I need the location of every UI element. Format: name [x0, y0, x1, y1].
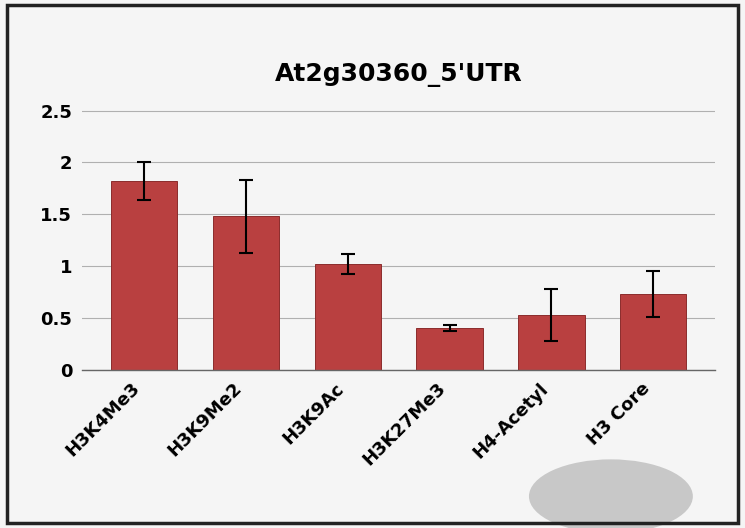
- Title: At2g30360_5'UTR: At2g30360_5'UTR: [275, 63, 522, 87]
- Bar: [519, 315, 585, 370]
- Bar: [212, 216, 279, 370]
- Bar: [416, 328, 483, 370]
- Bar: [314, 264, 381, 370]
- Bar: [111, 181, 177, 370]
- Bar: [620, 294, 686, 370]
